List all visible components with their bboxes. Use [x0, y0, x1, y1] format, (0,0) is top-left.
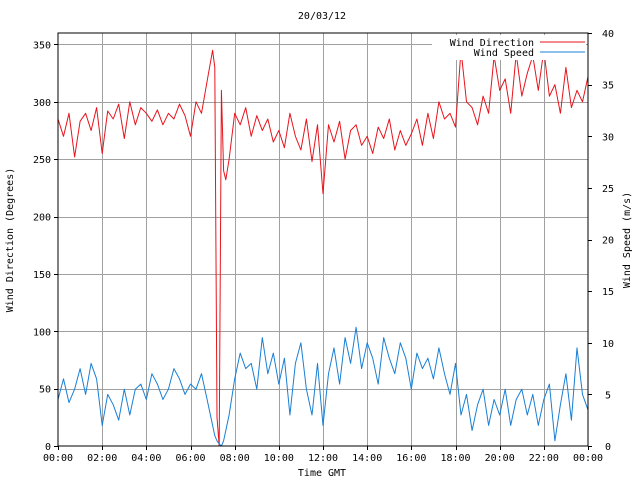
y-axis-label-right: Wind Speed (m/s) [622, 192, 633, 288]
y-left-tick-label: 0 [45, 442, 51, 453]
x-tick-label: 12:00 [308, 453, 338, 464]
x-tick-label: 00:00 [573, 453, 603, 464]
chart-title: 20/03/12 [298, 11, 346, 22]
series-line-wind-speed [57, 326, 589, 447]
y-right-tick-label: 40 [602, 29, 614, 40]
legend-background [432, 35, 586, 60]
x-tick-label: 18:00 [440, 453, 470, 464]
y-right-tick-label: 10 [602, 339, 614, 350]
x-tick-label: 06:00 [175, 453, 205, 464]
axes: 00:00 02:00 04:00 06:00 08:00 10:00 12:00 14:00… [33, 29, 614, 464]
x-tick-label: 14:00 [352, 453, 382, 464]
y-left-tick-label: 100 [33, 327, 51, 338]
legend-label-wind-direction: Wind Direction [450, 38, 534, 49]
y-left-tick-label: 300 [33, 98, 51, 109]
legend-label-wind-speed: Wind Speed [474, 48, 534, 59]
y-axis-label-left: Wind Direction (Degrees) [5, 168, 16, 313]
legend: Wind Direction Wind Speed [432, 35, 586, 60]
x-tick-label: 02:00 [87, 453, 117, 464]
x-tick-label: 00:00 [43, 453, 73, 464]
x-tick-label: 16:00 [396, 453, 426, 464]
y-left-tick-label: 200 [33, 213, 51, 224]
y-right-tick-label: 30 [602, 132, 614, 143]
x-axis-label: Time GMT [298, 468, 346, 479]
x-tick-label: 22:00 [529, 453, 559, 464]
y-right-tick-label: 5 [605, 390, 611, 401]
y-left-tick-label: 350 [33, 40, 51, 51]
y-right-tick-label: 25 [602, 184, 614, 195]
y-left-tick-label: 150 [33, 270, 51, 281]
plot-series [57, 49, 589, 447]
x-tick-label: 08:00 [220, 453, 250, 464]
y-right-tick-label: 15 [602, 287, 614, 298]
x-tick-label: 20:00 [485, 453, 515, 464]
grid [58, 33, 588, 446]
series-line-wind-direction [57, 49, 589, 447]
y-right-tick-label: 20 [602, 236, 614, 247]
x-tick-label: 10:00 [264, 453, 294, 464]
y-left-tick-label: 250 [33, 155, 51, 166]
x-tick-label: 04:00 [131, 453, 161, 464]
y-right-tick-label: 35 [602, 81, 614, 92]
y-right-tick-label: 0 [605, 442, 611, 453]
y-left-tick-label: 50 [39, 385, 51, 396]
